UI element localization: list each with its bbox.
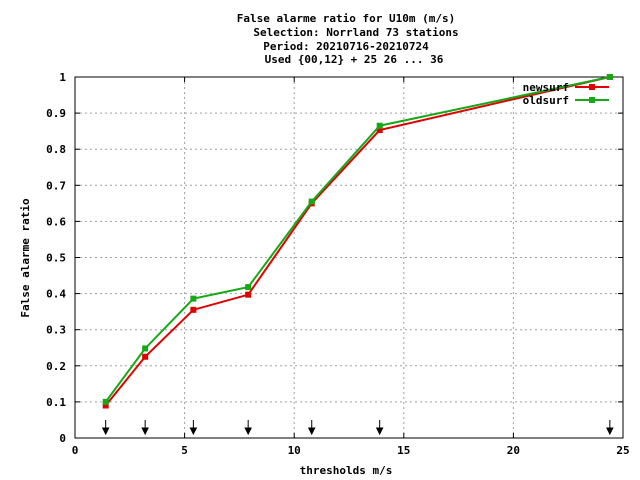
legend-entry-oldsurf: oldsurf — [523, 94, 609, 107]
x-tick-label: 5 — [181, 444, 188, 457]
x-tick-label: 15 — [397, 444, 410, 457]
threshold-arrow — [244, 420, 252, 436]
series-newsurf — [102, 74, 613, 409]
legend-label-newsurf: newsurf — [523, 81, 569, 94]
threshold-markers — [101, 420, 614, 436]
series-line-oldsurf — [104, 76, 611, 403]
threshold-arrow — [606, 420, 614, 436]
title-line-1: False alarme ratio for U10m (m/s) — [237, 12, 456, 25]
data-point-oldsurf — [190, 295, 197, 302]
threshold-arrow-head — [244, 427, 252, 436]
threshold-arrow — [375, 420, 384, 436]
y-axis-label: False alarme ratio — [19, 198, 32, 318]
y-tick-label: 0.8 — [46, 143, 66, 156]
title-line-3: Period: 20210716-20210724 — [263, 40, 429, 53]
y-tick-label: 0.2 — [46, 360, 66, 373]
title-line-2: Selection: Norrland 73 stations — [253, 26, 458, 39]
y-tick-label: 1 — [59, 71, 66, 84]
x-tick-label: 0 — [72, 444, 79, 457]
y-tick-label: 0 — [59, 432, 66, 445]
y-tick-label: 0.3 — [46, 324, 66, 337]
data-point-oldsurf — [102, 398, 109, 405]
threshold-arrow-head — [141, 427, 149, 436]
grid — [75, 77, 623, 438]
data-point-oldsurf — [308, 198, 315, 205]
data-point-oldsurf — [606, 74, 613, 80]
chart-title: False alarme ratio for U10m (m/s) Select… — [237, 12, 459, 66]
x-axis-label: thresholds m/s — [300, 464, 393, 477]
axes: 0 5 10 15 20 25 0 0.1 0.2 0.3 0.4 0.5 0.6 0.7 0.8 0.9 1 — [46, 71, 630, 457]
y-tick-label: 0.7 — [46, 179, 66, 192]
threshold-arrow-head — [189, 427, 198, 436]
legend-marker-oldsurf — [589, 97, 595, 103]
threshold-arrow — [101, 420, 110, 436]
legend-entry-newsurf: newsurf — [523, 81, 609, 94]
data-point-oldsurf — [376, 122, 383, 129]
y-tick-label: 0.6 — [46, 215, 66, 228]
data-point-newsurf — [376, 127, 383, 134]
y-tick-label: 0.4 — [46, 288, 66, 301]
x-tick-label: 10 — [288, 444, 301, 457]
data-point-oldsurf — [142, 345, 149, 352]
data-point-newsurf — [245, 291, 252, 298]
x-tick-label: 20 — [507, 444, 520, 457]
data-point-newsurf — [102, 402, 109, 409]
data-point-oldsurf — [245, 284, 252, 291]
y-tick-label: 0.9 — [46, 107, 66, 120]
threshold-arrow-head — [606, 427, 614, 436]
x-tick-label: 25 — [616, 444, 629, 457]
data-point-newsurf — [190, 306, 197, 313]
y-tick-label: 0.1 — [46, 396, 66, 409]
threshold-arrow-head — [101, 427, 110, 436]
legend-marker-newsurf — [589, 84, 595, 90]
threshold-arrow-head — [375, 427, 384, 436]
series-group — [102, 74, 613, 409]
legend-label-oldsurf: oldsurf — [523, 94, 569, 107]
threshold-arrow — [307, 420, 316, 436]
threshold-arrow-head — [307, 427, 316, 436]
series-line-newsurf — [104, 76, 611, 407]
title-line-4: Used {00,12} + 25 26 ... 36 — [265, 53, 444, 66]
threshold-arrow — [189, 420, 198, 436]
series-oldsurf — [102, 74, 613, 405]
threshold-arrow — [141, 420, 149, 436]
y-tick-label: 0.5 — [46, 252, 66, 265]
data-point-newsurf — [142, 353, 149, 360]
